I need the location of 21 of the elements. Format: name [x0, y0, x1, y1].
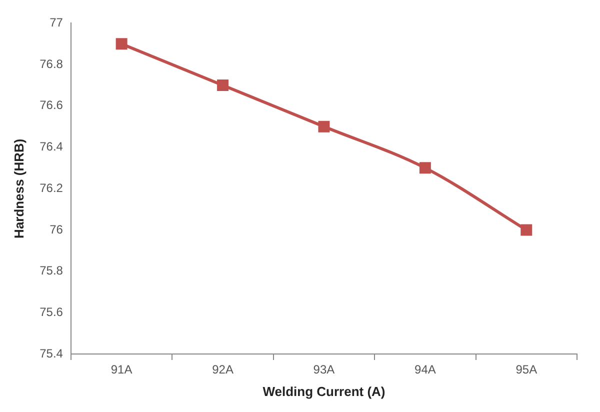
y-tick-label: 76	[50, 222, 64, 236]
x-tick-label: 92A	[212, 362, 234, 377]
point	[520, 224, 532, 236]
y-axis-title: Hardness (HRB)	[11, 138, 26, 238]
x-tick-label: 93A	[313, 362, 335, 377]
y-tick-label: 77	[50, 16, 64, 30]
point	[116, 38, 128, 50]
point	[217, 79, 229, 91]
y-tick-label: 75.6	[40, 304, 64, 319]
point	[318, 120, 330, 132]
y-tick-label: 76.8	[40, 56, 64, 71]
x-tick-label: 94A	[414, 362, 436, 377]
y-tick-label: 76.2	[40, 180, 64, 195]
x-axis-title: Welding Current (A)	[262, 384, 386, 399]
y-tick-label: 75.4	[40, 346, 64, 360]
y-tick-label: 75.8	[40, 264, 64, 278]
y-tick-label: 76.6	[40, 98, 64, 112]
point	[419, 162, 431, 174]
y-tick-label: 76.4	[40, 140, 64, 154]
x-tick-label: 95A	[516, 362, 538, 377]
x-tick-label: 91A	[110, 362, 132, 377]
